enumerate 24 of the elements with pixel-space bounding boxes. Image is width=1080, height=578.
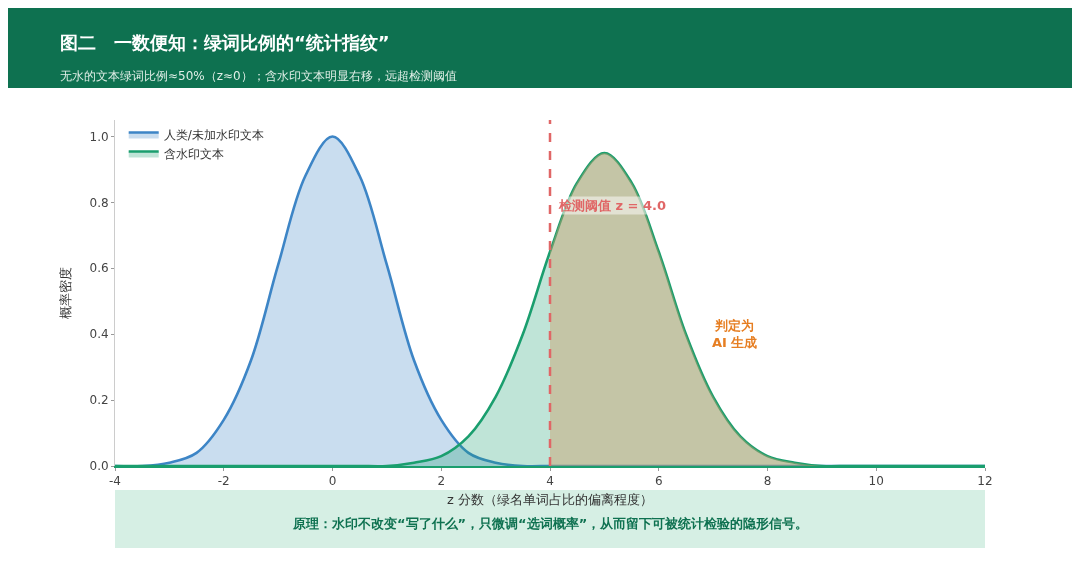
y-tick-label: 1.0 <box>89 129 109 144</box>
chart-subtitle: 无水的文本绿词比例≈50%（z≈0）；含水印文本明显右移，远超检测阈值 <box>60 69 457 84</box>
text: 原理：水印不改变“写了什么”，只微调“选词概率”，从而留下可被统计检验的隐形信号。 <box>292 516 809 531</box>
x-tick-label: 12 <box>977 474 993 489</box>
x-tick-label: 2 <box>437 474 446 489</box>
x-tick-label: 6 <box>654 474 663 489</box>
y-tick-label: 0.2 <box>89 393 109 408</box>
x-tick-label: 8 <box>763 474 772 489</box>
x-tick-label: -4 <box>109 474 121 489</box>
y-tick-label: 0.8 <box>89 195 109 210</box>
x-tick-label: -2 <box>217 474 230 489</box>
x-tick-label: 0 <box>328 474 337 489</box>
ref-line-label: 检测阈值 z = 4.0 <box>558 198 667 213</box>
y-tick-label: 0.4 <box>89 327 109 342</box>
legend-label: 含水印文本 <box>163 147 224 162</box>
annotation: 判定为 AI 生成 <box>712 318 758 350</box>
x-tick-label: 10 <box>868 474 884 489</box>
legend-label: 人类/未加水印文本 <box>163 128 264 143</box>
chart-title: 图二 一数便知：绿词比例的“统计指纹” <box>60 31 390 53</box>
y-tick-label: 0.6 <box>89 261 109 276</box>
x-tick-label: 4 <box>546 474 554 489</box>
x-axis-title: z 分数（绿名单词占比的偏离程度） <box>447 492 653 508</box>
y-tick-label: 0.0 <box>89 459 109 474</box>
y-axis-title: 概率密度 <box>58 267 74 319</box>
